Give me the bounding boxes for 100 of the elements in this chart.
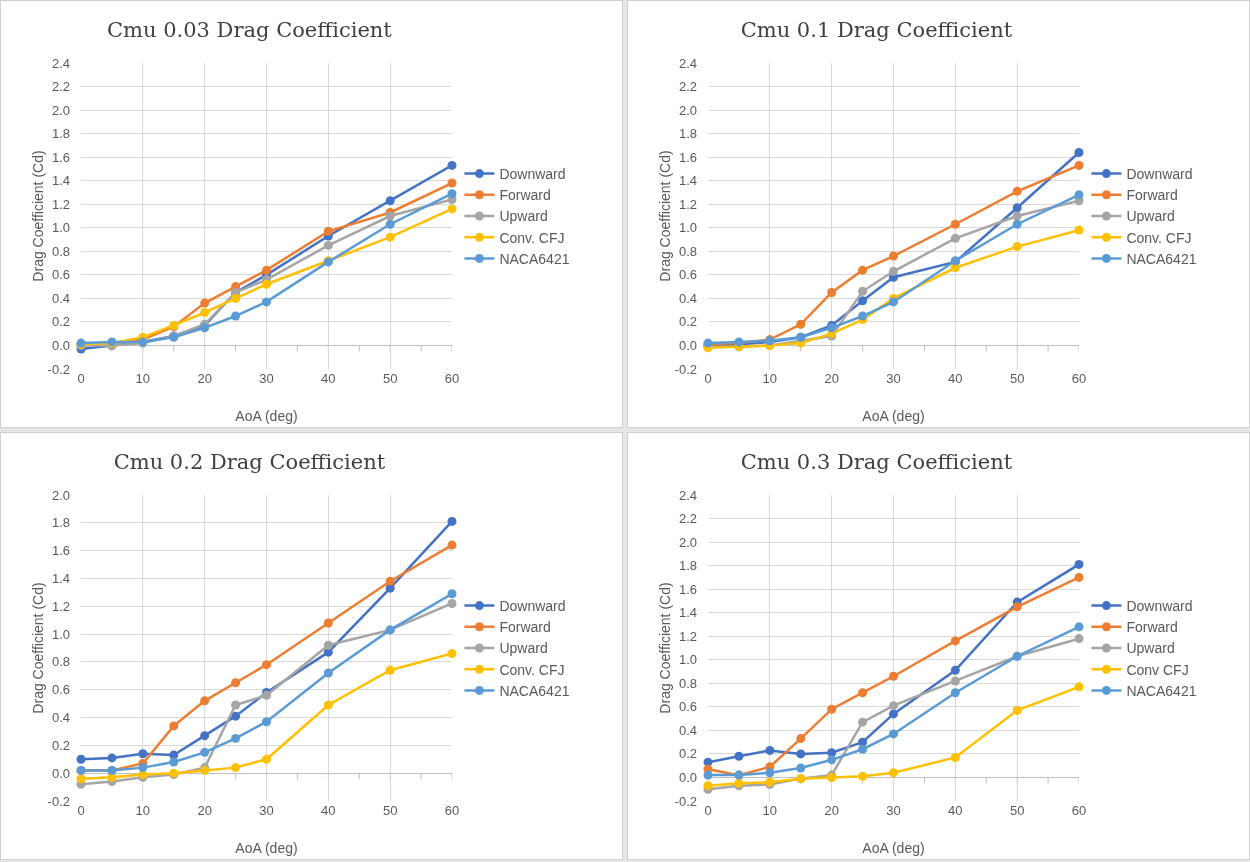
x-tick-label: 20 <box>197 371 212 386</box>
y-tick-label: 1.2 <box>51 598 70 614</box>
point <box>107 753 117 763</box>
legend-label: Forward <box>1126 187 1178 204</box>
point <box>1012 219 1022 229</box>
y-tick-label: 1.2 <box>678 196 697 212</box>
y-tick-label: -0.2 <box>47 361 70 377</box>
y-tick-label: 1.4 <box>51 173 70 189</box>
point <box>200 747 210 757</box>
y-tick-label: -0.2 <box>674 361 697 377</box>
y-tick-label: 2.2 <box>678 511 697 527</box>
x-tick-label: 0 <box>77 803 85 818</box>
point <box>703 770 713 780</box>
point <box>385 219 395 229</box>
legend-label: Forward <box>1126 619 1178 636</box>
point <box>950 219 960 229</box>
point <box>1074 225 1084 235</box>
point <box>200 731 210 741</box>
point <box>447 589 457 599</box>
x-tick-label: 30 <box>886 803 901 818</box>
y-tick-label: 1.4 <box>51 571 70 586</box>
y-axis-title: Drag Coefficient (Cd) <box>30 582 46 714</box>
x-tick-label: 10 <box>135 371 151 386</box>
x-tick-label: 40 <box>321 803 336 818</box>
point <box>262 717 271 727</box>
point <box>385 232 395 242</box>
x-tick-label: 30 <box>259 803 274 818</box>
legend-label: NACA6421 <box>1126 682 1197 699</box>
x-tick-label: 40 <box>948 803 963 818</box>
point <box>889 729 898 739</box>
point <box>765 745 775 755</box>
point <box>447 189 457 199</box>
point <box>950 636 960 646</box>
legend-label: Downward <box>1126 598 1193 615</box>
chart-title: Cmu 0.3 Drag Coefficient <box>740 450 1013 474</box>
x-tick-label: 20 <box>824 371 839 386</box>
point <box>138 749 148 759</box>
x-tick-label: 30 <box>259 371 274 386</box>
point <box>385 665 395 675</box>
point <box>200 308 210 318</box>
point <box>447 516 457 526</box>
y-tick-label: 0.6 <box>51 682 70 698</box>
y-tick-label: 0.0 <box>678 338 697 354</box>
y-tick-label: 2.2 <box>678 79 697 95</box>
point <box>889 701 898 711</box>
y-tick-label: 2.0 <box>51 102 70 118</box>
legend-label: Conv. CFJ <box>1126 229 1192 246</box>
point <box>447 160 457 170</box>
legend-label: NACA6421 <box>499 682 570 699</box>
x-tick-label: 10 <box>762 803 778 818</box>
point <box>323 640 333 650</box>
point <box>231 763 241 773</box>
x-axis-title: AoA (deg) <box>862 408 925 424</box>
point <box>323 700 333 710</box>
x-tick-label: 50 <box>382 803 398 818</box>
point <box>950 688 960 698</box>
legend-label: Downward <box>1126 166 1193 183</box>
point <box>1012 602 1022 612</box>
point <box>889 251 898 261</box>
y-tick-label: 0.6 <box>678 699 697 715</box>
y-axis-title: Drag Coefficient (Cd) <box>30 150 46 282</box>
point <box>1012 242 1022 252</box>
point <box>323 226 333 236</box>
point <box>231 700 241 710</box>
y-tick-label: 0.2 <box>678 314 697 330</box>
x-tick-label: 20 <box>197 803 212 818</box>
y-tick-label: 1.6 <box>678 149 697 165</box>
y-tick-label: 1.0 <box>51 626 70 642</box>
point <box>169 721 179 731</box>
point <box>231 678 241 688</box>
legend-label: Upward <box>1126 208 1175 225</box>
x-tick-label: 0 <box>704 371 712 386</box>
point <box>1074 622 1084 632</box>
legend-label: Forward <box>499 187 551 204</box>
y-tick-label: 0.4 <box>51 710 70 726</box>
point <box>858 311 868 321</box>
point <box>858 265 868 275</box>
x-tick-label: 60 <box>444 371 460 386</box>
point <box>1012 203 1022 213</box>
point <box>385 576 395 586</box>
legend-label: Downward <box>499 166 566 183</box>
point <box>889 266 898 276</box>
point <box>200 696 210 706</box>
y-tick-label: 1.2 <box>51 196 70 212</box>
point <box>323 240 333 250</box>
point <box>1074 682 1084 692</box>
y-tick-label: 2.0 <box>51 487 70 503</box>
point <box>323 618 333 628</box>
point <box>796 749 806 759</box>
y-tick-label: 0.2 <box>51 314 70 330</box>
point <box>1074 559 1084 569</box>
y-tick-label: 1.8 <box>678 126 697 142</box>
point <box>447 178 457 188</box>
y-tick-label: -0.2 <box>674 793 697 809</box>
x-axis-title: AoA (deg) <box>862 840 925 856</box>
y-tick-label: 0.6 <box>51 267 70 283</box>
x-tick-label: 40 <box>948 371 963 386</box>
y-tick-label: -0.2 <box>47 793 70 809</box>
y-axis-title: Drag Coefficient (Cd) <box>657 582 673 714</box>
y-tick-label: 1.6 <box>678 581 697 597</box>
